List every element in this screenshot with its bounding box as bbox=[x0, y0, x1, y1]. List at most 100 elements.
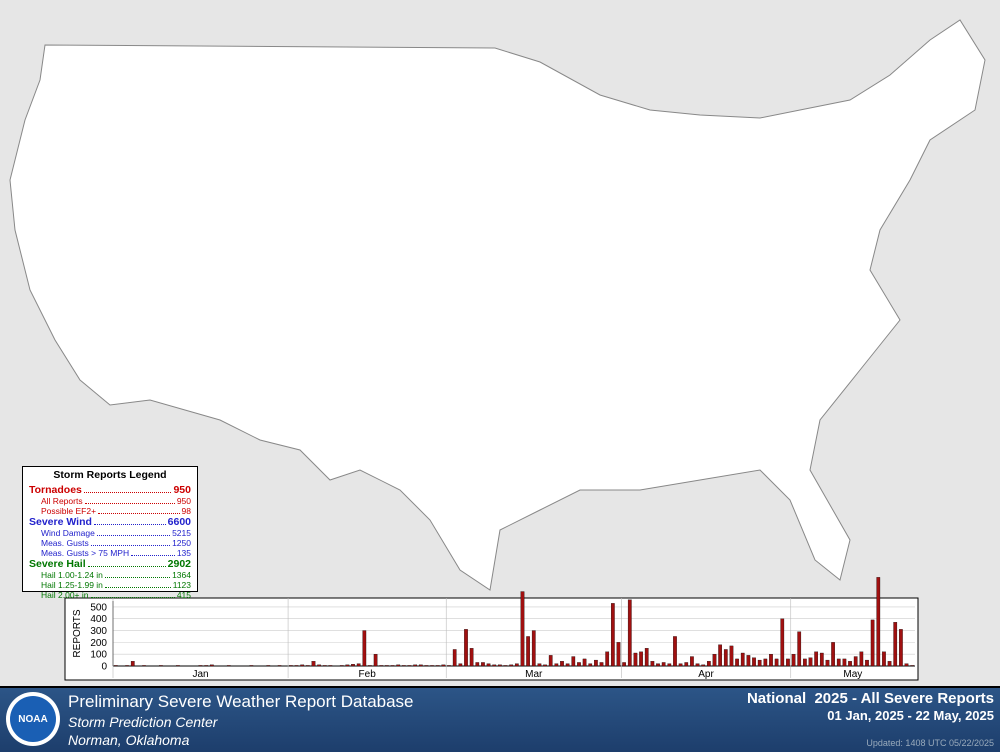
legend-row: Hail 2.00+ in 415 bbox=[23, 590, 197, 600]
bar bbox=[582, 658, 587, 667]
bar bbox=[475, 662, 480, 667]
x-tick-label: Feb bbox=[359, 669, 377, 680]
bar bbox=[294, 665, 299, 667]
bar bbox=[322, 665, 327, 667]
bar bbox=[656, 663, 660, 667]
legend-label: Meas. Gusts bbox=[41, 538, 89, 548]
bar bbox=[543, 664, 547, 667]
bar bbox=[339, 665, 344, 667]
bar bbox=[899, 629, 903, 667]
legend-label: Hail 1.00-1.24 in bbox=[41, 570, 103, 580]
bar bbox=[701, 664, 706, 667]
bar bbox=[345, 664, 350, 667]
bar bbox=[198, 665, 203, 667]
legend-row: Meas. Gusts 1250 bbox=[23, 538, 197, 548]
y-axis-label: REPORTS bbox=[72, 609, 83, 657]
bar bbox=[373, 654, 378, 667]
bar bbox=[729, 645, 734, 667]
bar bbox=[819, 652, 824, 667]
legend-count: 98 bbox=[181, 506, 191, 516]
y-tick-label: 100 bbox=[90, 650, 107, 661]
bar bbox=[712, 654, 717, 667]
bar bbox=[588, 663, 593, 667]
bar bbox=[791, 654, 796, 667]
legend-row: Meas. Gusts > 75 MPH 135 bbox=[23, 548, 197, 558]
legend-row: Hail 1.00-1.24 in 1364 bbox=[23, 570, 197, 580]
bar bbox=[627, 599, 632, 667]
bar bbox=[622, 662, 626, 667]
bar bbox=[537, 663, 542, 667]
bar bbox=[644, 648, 649, 667]
bar bbox=[893, 622, 898, 667]
bar bbox=[746, 655, 751, 667]
bar bbox=[763, 658, 768, 667]
bar bbox=[266, 665, 271, 667]
legend-title: Storm Reports Legend bbox=[53, 469, 167, 481]
bar bbox=[594, 659, 598, 667]
bar bbox=[633, 652, 638, 667]
bar bbox=[464, 629, 468, 667]
legend: Storm Reports Legend Tornadoes 950 All Re… bbox=[22, 466, 198, 600]
bar bbox=[853, 656, 858, 667]
legend-label: Severe Hail bbox=[29, 558, 86, 570]
bar bbox=[514, 663, 519, 667]
bar bbox=[673, 636, 677, 667]
legend-row: Severe Wind 6600 bbox=[23, 516, 197, 528]
bar bbox=[430, 665, 434, 667]
y-tick-label: 200 bbox=[90, 638, 107, 649]
bar bbox=[526, 636, 530, 667]
legend-label: Hail 1.25-1.99 in bbox=[41, 580, 103, 590]
bar bbox=[396, 664, 401, 667]
bar bbox=[204, 665, 209, 667]
bar bbox=[565, 663, 570, 667]
bar bbox=[458, 663, 463, 667]
bar bbox=[735, 658, 739, 667]
bar bbox=[814, 651, 819, 667]
legend-label: Tornadoes bbox=[29, 484, 82, 496]
bar bbox=[469, 648, 474, 667]
footer-scope: National 2025 - All Severe Reports bbox=[746, 690, 994, 707]
legend-total: 950 bbox=[173, 484, 191, 496]
bar bbox=[876, 577, 881, 667]
bar bbox=[503, 665, 508, 667]
legend-count: 5215 bbox=[172, 528, 191, 538]
bar bbox=[740, 652, 745, 667]
bar bbox=[882, 651, 886, 667]
legend-row: Tornadoes 950 bbox=[23, 484, 197, 496]
bar bbox=[803, 658, 807, 667]
bar bbox=[447, 665, 451, 667]
footer-range: 01 Jan, 2025 - 22 May, 2025 bbox=[827, 708, 994, 723]
legend-label: Meas. Gusts > 75 MPH bbox=[41, 548, 130, 558]
bar bbox=[859, 651, 864, 667]
bar bbox=[786, 658, 790, 667]
bar bbox=[650, 661, 655, 667]
bar bbox=[311, 661, 316, 667]
bar bbox=[492, 664, 497, 667]
footer-updated: Updated: 1408 UTC 05/22/2025 bbox=[866, 738, 994, 748]
bar bbox=[317, 664, 321, 667]
bar bbox=[306, 665, 310, 667]
y-tick-label: 0 bbox=[101, 662, 107, 673]
bar bbox=[904, 663, 909, 667]
bar bbox=[481, 662, 485, 667]
bar bbox=[209, 664, 214, 667]
chart-frame bbox=[64, 597, 919, 681]
bar bbox=[300, 664, 305, 667]
legend-label: All Reports bbox=[41, 496, 83, 506]
bar bbox=[848, 661, 852, 667]
bar bbox=[610, 603, 615, 667]
bar bbox=[639, 651, 643, 667]
bar bbox=[452, 649, 457, 667]
footer-place: Norman, Oklahoma bbox=[68, 732, 190, 748]
bar bbox=[435, 665, 440, 667]
bar bbox=[390, 665, 395, 667]
bar bbox=[723, 649, 728, 667]
bar bbox=[520, 591, 525, 667]
bar bbox=[577, 662, 581, 667]
bar bbox=[424, 665, 429, 667]
legend-count: 1123 bbox=[172, 580, 191, 590]
bar bbox=[289, 665, 293, 667]
bar bbox=[548, 655, 553, 667]
footer-org: Storm Prediction Center bbox=[68, 714, 218, 730]
